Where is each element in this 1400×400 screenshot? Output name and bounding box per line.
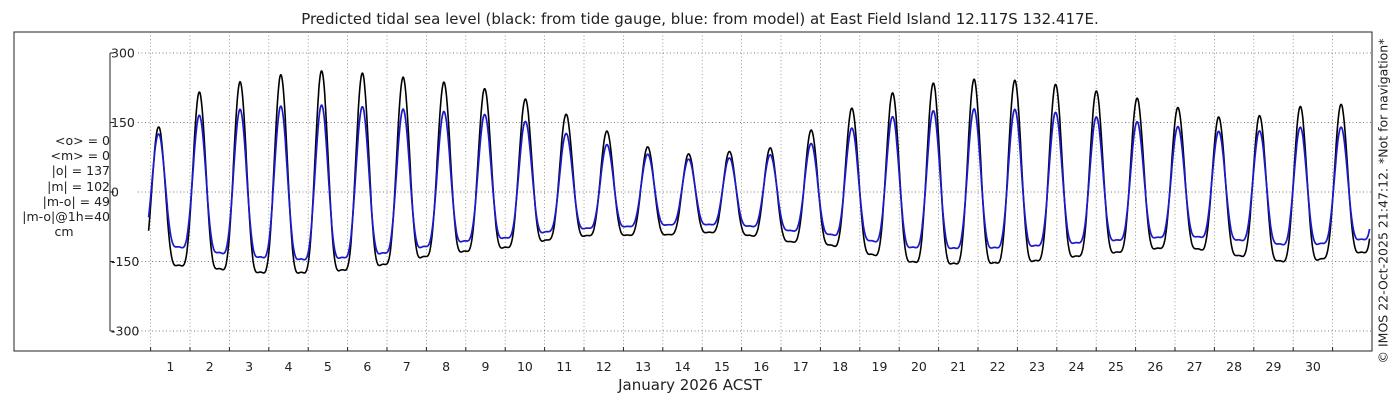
- x-tick-label: 20: [911, 359, 927, 374]
- x-tick-label: 15: [714, 359, 730, 374]
- x-tick-label: 13: [635, 359, 651, 374]
- x-tick-label: 11: [556, 359, 572, 374]
- series-line-gauge: [147, 70, 1371, 274]
- x-tick-label: 5: [324, 359, 332, 374]
- x-tick-label: 29: [1266, 359, 1282, 374]
- x-tick-label: 1: [166, 359, 174, 374]
- outer-frame: [13, 31, 1373, 352]
- y-tick-label: -150: [111, 254, 139, 269]
- x-tick-label: 4: [285, 359, 293, 374]
- stat-mean-model: <m> = 0: [50, 148, 111, 164]
- x-tick-label: 12: [596, 359, 612, 374]
- x-tick-label: 28: [1226, 359, 1242, 374]
- x-tick-label: 2: [206, 359, 214, 374]
- x-tick-label: 18: [832, 359, 848, 374]
- y-tick-label: 150: [111, 115, 135, 130]
- y-axis: 300 150 0 -150 -300: [109, 46, 139, 338]
- x-tick-label: 6: [363, 359, 371, 374]
- x-tick-label: 8: [442, 359, 450, 374]
- stat-abs-difference-1h: |m-o|@1h=40: [22, 209, 110, 225]
- x-tick-label: 19: [872, 359, 888, 374]
- y-tick-label: 300: [111, 46, 135, 61]
- x-axis: 1 2 3 4 5 6 7 8 9 10 11 12 13 14 15 16 17 18 19 20 21 22 23 24 2…: [150, 347, 1334, 374]
- stats-panel: <o> = 0 <m> = 0 |o| = 137 |m| = 102 |m-o…: [8, 133, 110, 239]
- copyright-note: © IMOS 22-Oct-2025 21:47:12. *Not for na…: [1375, 38, 1391, 364]
- chart-title: Predicted tidal sea level (black: from t…: [301, 10, 1099, 28]
- series-line-model: [147, 104, 1371, 261]
- stat-abs-difference: |m-o| = 49: [42, 193, 110, 209]
- x-tick-label: 7: [403, 359, 411, 374]
- x-tick-label: 25: [1108, 359, 1124, 374]
- x-tick-label: 10: [517, 359, 533, 374]
- x-axis-label: January 2026 ACST: [618, 376, 762, 394]
- x-tick-label: 26: [1147, 359, 1163, 374]
- x-tick-label: 30: [1305, 359, 1321, 374]
- x-tick-label: 17: [793, 359, 809, 374]
- stat-unit: cm: [54, 224, 74, 240]
- stat-abs-model: |m| = 102: [47, 178, 110, 194]
- series-layer: [147, 70, 1371, 274]
- x-tick-label: 16: [753, 359, 769, 374]
- x-tick-label: 24: [1069, 359, 1085, 374]
- stat-abs-observed: |o| = 137: [51, 163, 110, 179]
- x-tick-label: 22: [990, 359, 1006, 374]
- x-tick-label: 23: [1029, 359, 1045, 374]
- x-tick-label: 21: [950, 359, 966, 374]
- x-tick-label: 14: [675, 359, 691, 374]
- y-tick-label: 0: [111, 185, 119, 200]
- y-tick-label: -300: [111, 323, 139, 338]
- stat-mean-observed: <o> = 0: [55, 133, 110, 148]
- x-tick-label: 27: [1187, 359, 1203, 374]
- x-tick-label: 3: [245, 359, 253, 374]
- x-tick-label: 9: [482, 359, 490, 374]
